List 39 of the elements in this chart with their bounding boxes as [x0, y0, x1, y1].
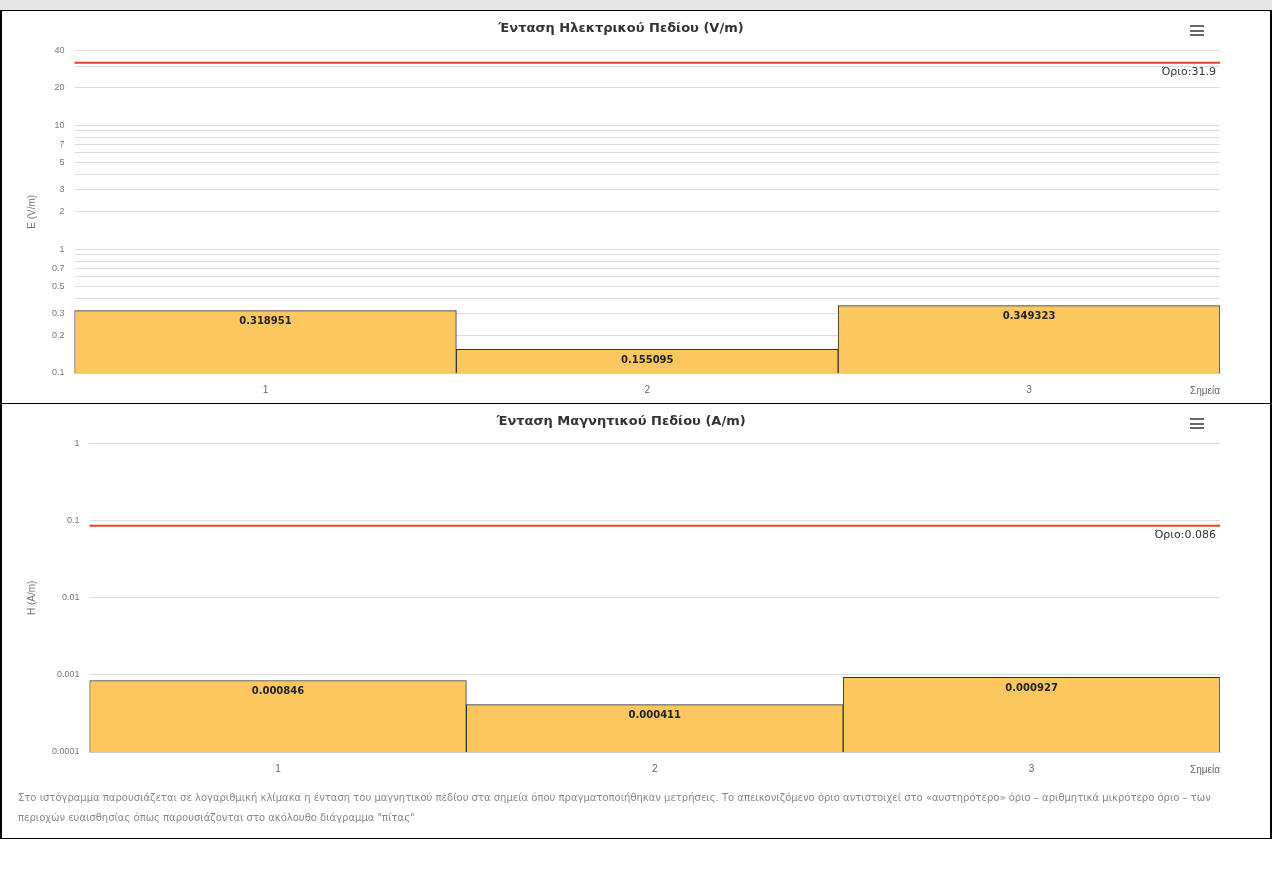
y-tick-label: 0.2 — [52, 330, 65, 341]
data-label: 0.000846 — [251, 685, 305, 697]
y-tick-label: 2 — [59, 206, 65, 217]
data-label: 0.155095 — [621, 353, 674, 365]
y-axis-title: E (V/m) — [25, 194, 37, 229]
y-tick-label: 10 — [54, 119, 65, 130]
ref-line-label: Όριο:31.9 — [1160, 65, 1216, 79]
y-tick-label: 20 — [54, 82, 65, 93]
ref-line-label: Όριο:0.086 — [1153, 528, 1216, 542]
chart-title: Ένταση Μαγνητικού Πεδίου (A/m) — [495, 413, 746, 429]
y-tick-label: 1 — [59, 243, 65, 254]
data-label: 0.318951 — [239, 315, 292, 327]
y-axis-title: H (A/m) — [25, 580, 37, 616]
x-axis-title: Σημεία — [1190, 384, 1221, 396]
x-tick-label: 3 — [1026, 383, 1033, 395]
x-tick-label: 2 — [644, 383, 651, 395]
data-label: 0.349323 — [1002, 310, 1056, 322]
y-tick-label: 0.5 — [52, 280, 65, 291]
chart-title: Ένταση Ηλεκτρικού Πεδίου (V/m) — [497, 20, 744, 36]
x-tick-label: 3 — [1028, 762, 1035, 774]
y-tick-label: 0.1 — [52, 367, 65, 378]
y-tick-label: 0.01 — [62, 592, 80, 603]
y-tick-label: 0.0001 — [52, 746, 80, 757]
data-label: 0.000927 — [1005, 682, 1058, 694]
data-label: 0.000411 — [628, 709, 682, 721]
y-tick-label: 1 — [74, 438, 80, 449]
y-tick-label: 0.7 — [52, 262, 65, 273]
y-tick-label: 0.3 — [52, 308, 65, 319]
y-tick-label: 7 — [59, 138, 65, 149]
y-tick-label: 0.1 — [67, 515, 80, 526]
text: Στο ιστόγραμμα παρουσιάζεται σε λογαριθμική κλίμακα η ένταση του μαγνητικού πεδίου στα σημεία όπου πραγματοποιήθηκαν μετρήσεις. Το απεικονιζόμενο όριο αντιστοιχεί στο «αυστηρότερο» όριο – αριθμητικά μικρότερο όριο – των περιοχών ευαισθησίας όπως παρουσιάζονται στο ακόλουθο διάγραμμα "πίτας" — [17, 791, 1212, 825]
y-tick-label: 0.001 — [57, 669, 80, 680]
x-tick-label: 1 — [262, 383, 269, 395]
x-tick-label: 1 — [275, 762, 282, 774]
x-tick-label: 2 — [651, 762, 658, 774]
x-axis-title: Σημεία — [1190, 763, 1221, 775]
y-tick-label: 40 — [54, 45, 65, 56]
y-tick-label: 5 — [59, 156, 65, 167]
y-tick-label: 3 — [59, 184, 65, 195]
